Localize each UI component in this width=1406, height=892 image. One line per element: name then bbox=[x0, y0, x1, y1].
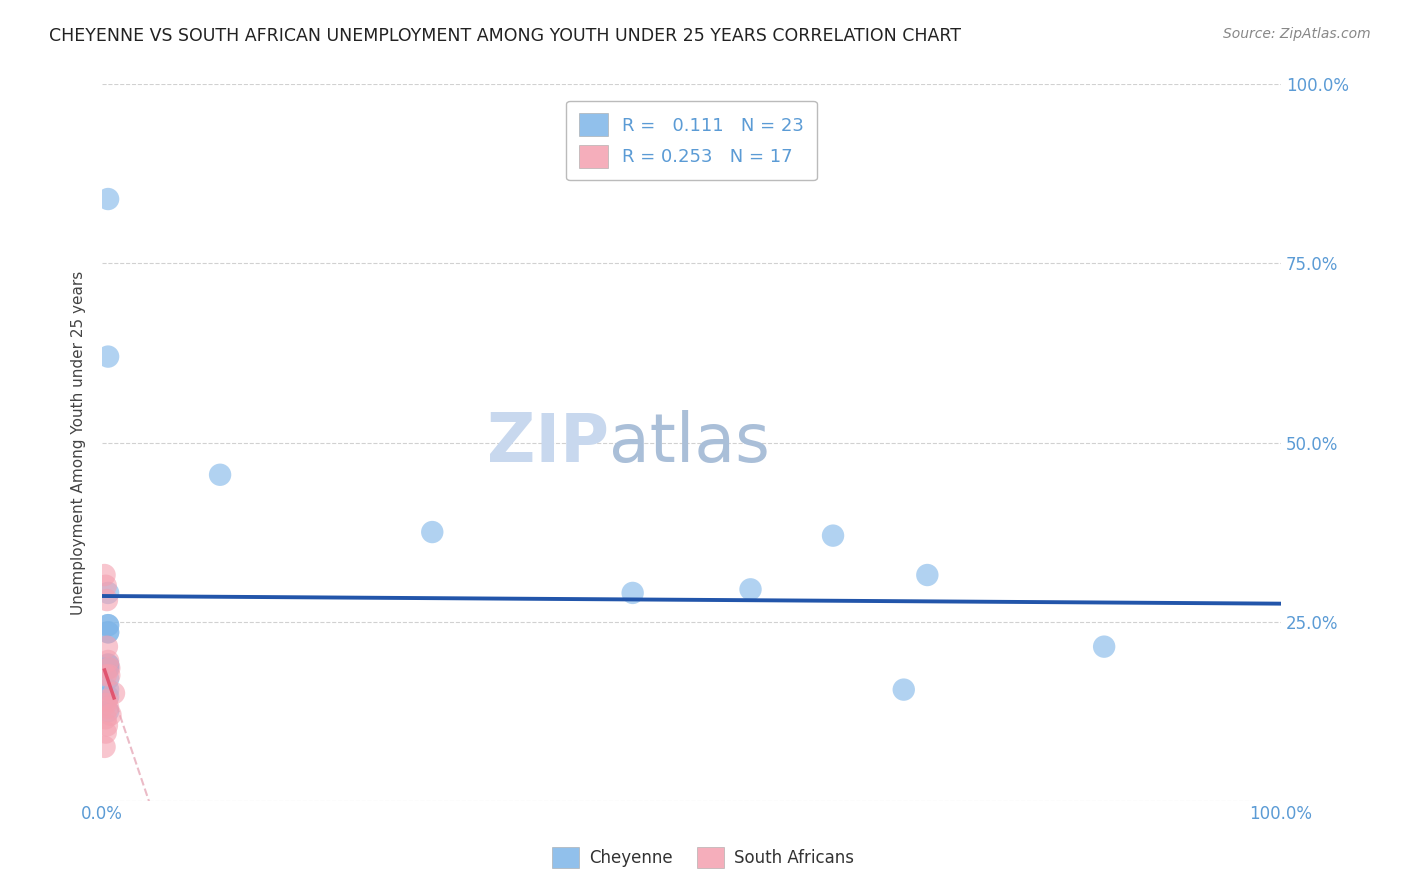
Point bbox=[97, 682, 120, 697]
Point bbox=[96, 693, 118, 707]
Point bbox=[98, 661, 121, 675]
Point bbox=[97, 657, 120, 672]
Point bbox=[97, 618, 120, 632]
Point bbox=[97, 192, 120, 206]
Point bbox=[97, 625, 120, 640]
Point bbox=[97, 350, 120, 364]
Point bbox=[96, 718, 118, 732]
Point bbox=[97, 661, 120, 675]
Point bbox=[94, 711, 117, 725]
Point bbox=[94, 579, 117, 593]
Point bbox=[97, 586, 120, 600]
Point bbox=[94, 725, 117, 739]
Text: atlas: atlas bbox=[609, 409, 770, 475]
Point bbox=[621, 586, 644, 600]
Point bbox=[97, 661, 120, 675]
Point bbox=[93, 739, 115, 754]
Point bbox=[94, 697, 117, 711]
Point bbox=[100, 707, 122, 722]
Text: CHEYENNE VS SOUTH AFRICAN UNEMPLOYMENT AMONG YOUTH UNDER 25 YEARS CORRELATION CH: CHEYENNE VS SOUTH AFRICAN UNEMPLOYMENT A… bbox=[49, 27, 962, 45]
Point bbox=[96, 593, 118, 607]
Text: ZIP: ZIP bbox=[486, 409, 609, 475]
Point bbox=[94, 668, 117, 682]
Point bbox=[93, 568, 115, 582]
Point bbox=[97, 704, 120, 718]
Point bbox=[420, 524, 443, 539]
Point bbox=[209, 467, 232, 482]
Point bbox=[821, 528, 844, 542]
Point bbox=[893, 682, 915, 697]
Y-axis label: Unemployment Among Youth under 25 years: Unemployment Among Youth under 25 years bbox=[72, 270, 86, 615]
Point bbox=[97, 700, 120, 714]
Point bbox=[97, 654, 120, 668]
Point bbox=[98, 668, 121, 682]
Text: Source: ZipAtlas.com: Source: ZipAtlas.com bbox=[1223, 27, 1371, 41]
Point bbox=[97, 657, 120, 672]
Legend: R =   0.111   N = 23, R = 0.253   N = 17: R = 0.111 N = 23, R = 0.253 N = 17 bbox=[567, 101, 817, 180]
Point bbox=[740, 582, 762, 597]
Legend: Cheyenne, South Africans: Cheyenne, South Africans bbox=[546, 840, 860, 875]
Point bbox=[97, 690, 120, 704]
Point bbox=[97, 625, 120, 640]
Point bbox=[917, 568, 939, 582]
Point bbox=[103, 686, 125, 700]
Point bbox=[1092, 640, 1115, 654]
Point bbox=[97, 672, 120, 686]
Point bbox=[97, 618, 120, 632]
Point bbox=[96, 640, 118, 654]
